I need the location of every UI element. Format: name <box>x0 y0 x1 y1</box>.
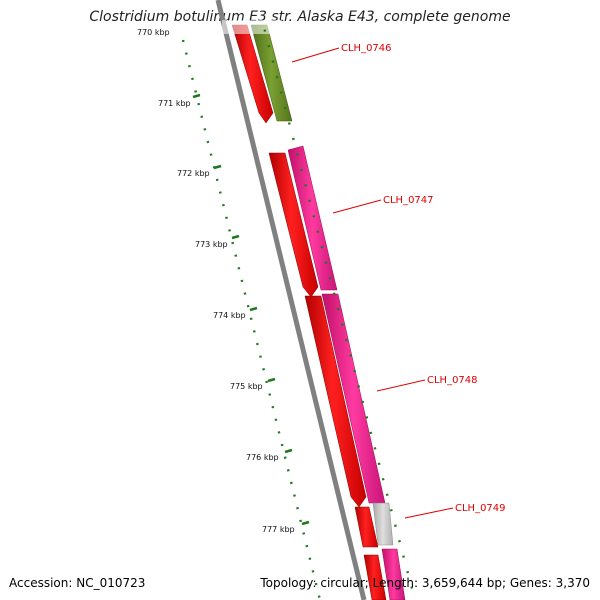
tick-label: 774 kbp <box>213 311 246 320</box>
leader-line <box>291 47 340 63</box>
cds-feature <box>354 506 379 548</box>
tick-label: 775 kbp <box>230 382 263 391</box>
map-title: Clostridium botulinum E3 str. Alaska E43… <box>89 9 511 25</box>
tick-mark <box>249 306 258 312</box>
tick-label: 773 kbp <box>195 240 228 249</box>
outer-tick-ring <box>260 19 417 600</box>
tick-label: 776 kbp <box>246 453 279 462</box>
tick-mark <box>192 93 201 99</box>
tick-mark <box>231 234 240 240</box>
leader-line <box>404 507 454 519</box>
tick-label: 770 kbp <box>137 28 170 37</box>
gene-label-clh-0749: CLH_0749 <box>455 503 506 514</box>
tick-labels: 770 kbp 771 kbp 772 kbp 773 kbp 774 kbp … <box>137 28 295 534</box>
gene-labels: CLH_0746 CLH_0747 CLH_0748 CLH_0749 <box>341 43 506 514</box>
leader-line <box>332 199 382 214</box>
tick-label: 777 kbp <box>262 525 295 534</box>
magenta-feature <box>381 548 406 600</box>
magenta-feature <box>287 145 338 291</box>
tick-label: 772 kbp <box>177 169 210 178</box>
gene-label-clh-0748: CLH_0748 <box>427 375 478 386</box>
tick-mark <box>267 377 276 383</box>
cds-feature <box>363 554 387 600</box>
gene-label-clh-0747: CLH_0747 <box>383 195 434 206</box>
tick-mark <box>284 448 293 454</box>
tick-label: 771 kbp <box>158 99 191 108</box>
gene-label-clh-0746: CLH_0746 <box>341 43 392 54</box>
tick-mark <box>301 520 310 526</box>
top-fade <box>222 20 282 34</box>
accession-text: Accession: NC_010723 <box>9 576 146 590</box>
genome-summary-text: Topology: circular; Length: 3,659,644 bp… <box>260 576 590 590</box>
leader-line <box>376 379 426 392</box>
tick-marks <box>192 93 310 526</box>
label-leaders <box>291 47 454 519</box>
tick-ring <box>181 39 322 600</box>
gray-feature <box>372 502 394 546</box>
genome-backbone <box>215 0 367 600</box>
cds-feature <box>304 295 367 508</box>
tick-mark <box>213 164 222 170</box>
cds-feature <box>268 152 319 298</box>
